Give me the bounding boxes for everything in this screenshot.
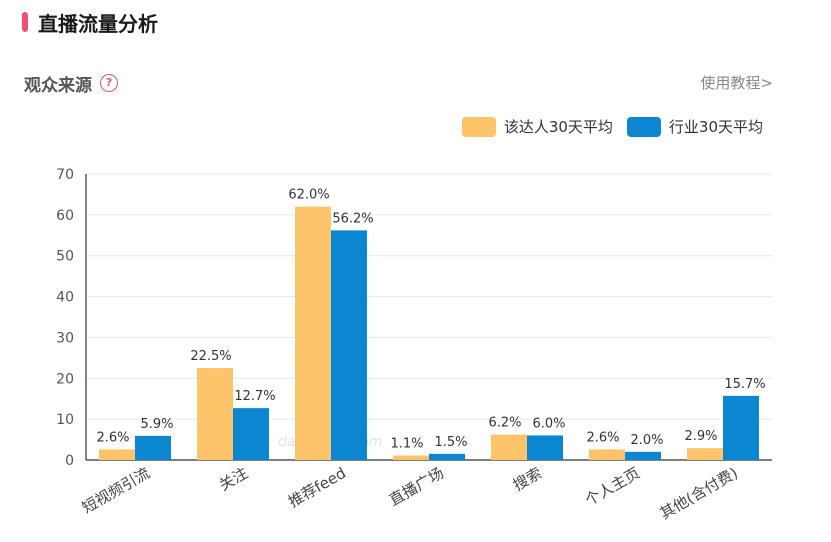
bar-value-label: 2.9% bbox=[684, 429, 717, 444]
y-tick-label: 30 bbox=[56, 330, 74, 346]
y-tick-label: 20 bbox=[56, 371, 74, 387]
bar-value-label: 2.6% bbox=[96, 430, 129, 445]
bar-value-label: 6.2% bbox=[488, 416, 521, 431]
section-title: 直播流量分析 bbox=[38, 11, 158, 36]
bar-series-2 bbox=[429, 453, 465, 460]
legend-label-series-1: 该达人30天平均 bbox=[503, 118, 613, 136]
bar-series-1 bbox=[491, 434, 527, 460]
bar-value-label: 5.9% bbox=[140, 417, 173, 432]
bar-series-1 bbox=[393, 455, 429, 460]
legend-swatch-series-2 bbox=[626, 116, 661, 137]
bar-value-label: 6.0% bbox=[532, 416, 565, 431]
legend-item-series-2[interactable]: 行业30天平均 bbox=[626, 116, 763, 137]
bar-value-label: 1.1% bbox=[390, 437, 423, 452]
x-category-label: 关注 bbox=[216, 464, 251, 495]
bar-value-label: 22.5% bbox=[190, 349, 231, 364]
x-category-label: 推荐feed bbox=[285, 464, 349, 511]
bar-value-label: 2.6% bbox=[586, 430, 619, 445]
y-tick-label: 50 bbox=[56, 249, 74, 265]
legend-item-series-1[interactable]: 该达人30天平均 bbox=[461, 116, 613, 137]
bar-series-2 bbox=[625, 451, 661, 460]
bar-series-2 bbox=[135, 435, 171, 460]
bar-series-1 bbox=[687, 448, 723, 460]
bar-series-1 bbox=[589, 449, 625, 460]
bar-value-label: 12.7% bbox=[234, 389, 275, 404]
bar-value-label: 56.2% bbox=[332, 211, 373, 226]
chart-legend: 该达人30天平均 行业30天平均 bbox=[448, 116, 763, 137]
bar-series-1 bbox=[197, 368, 233, 460]
y-tick-label: 40 bbox=[56, 290, 74, 306]
sub-header: 观众来源 ? bbox=[24, 70, 118, 96]
bar-series-2 bbox=[233, 408, 269, 460]
bar-series-2 bbox=[331, 230, 367, 460]
section-header: 直播流量分析 bbox=[22, 8, 158, 36]
bar-series-1 bbox=[295, 206, 331, 460]
x-category-label: 个人主页 bbox=[582, 464, 643, 510]
y-tick-label: 60 bbox=[56, 208, 74, 224]
bar-value-label: 62.0% bbox=[288, 188, 329, 203]
bar-series-2 bbox=[527, 435, 563, 460]
y-tick-label: 10 bbox=[56, 412, 74, 428]
y-tick-label: 70 bbox=[56, 167, 74, 183]
bar-value-label: 1.5% bbox=[434, 435, 467, 450]
legend-swatch-series-1 bbox=[461, 116, 496, 137]
audience-source-title: 观众来源 bbox=[24, 75, 92, 96]
question-circle-icon[interactable]: ? bbox=[100, 74, 118, 92]
y-tick-label: 0 bbox=[65, 453, 74, 469]
legend-label-series-2: 行业30天平均 bbox=[668, 118, 763, 136]
bar-series-1 bbox=[99, 449, 135, 460]
x-category-label: 短视频引流 bbox=[79, 464, 153, 517]
bar-value-label: 2.0% bbox=[630, 433, 663, 448]
tutorial-link[interactable]: 使用教程> bbox=[700, 74, 773, 92]
bar-series-2 bbox=[723, 395, 759, 460]
x-category-label: 搜索 bbox=[510, 464, 545, 495]
x-category-label: 其他(含付费) bbox=[657, 464, 741, 523]
x-category-label: 直播广场 bbox=[386, 464, 447, 510]
bar-value-label: 15.7% bbox=[724, 377, 765, 392]
section-accent-bar bbox=[22, 12, 28, 32]
